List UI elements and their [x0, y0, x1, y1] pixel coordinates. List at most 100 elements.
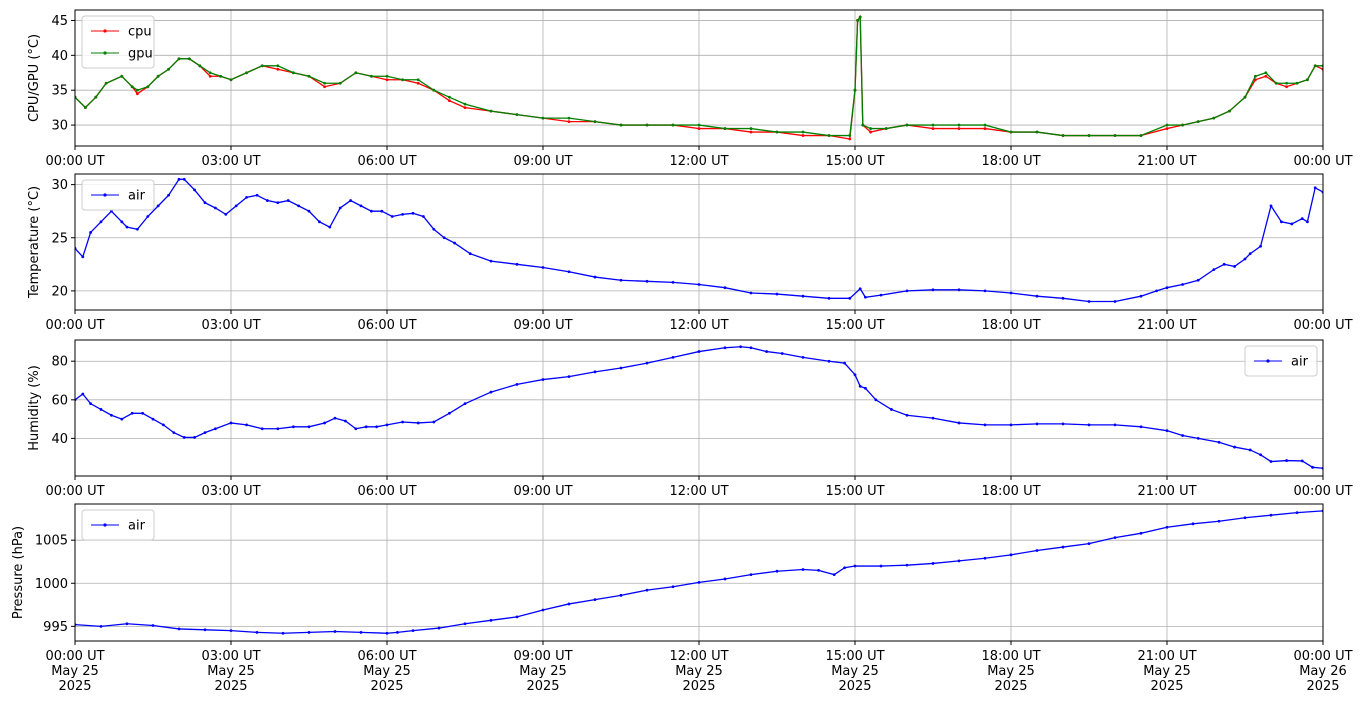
- data-point: [245, 71, 249, 75]
- data-point: [515, 262, 519, 266]
- data-point: [463, 402, 467, 406]
- data-point: [801, 355, 805, 359]
- data-point: [593, 370, 597, 374]
- data-point: [1243, 516, 1247, 520]
- data-point: [260, 427, 264, 431]
- data-point: [567, 120, 571, 123]
- data-point: [177, 177, 181, 181]
- data-point: [1009, 553, 1013, 557]
- data-point: [156, 204, 160, 208]
- data-point: [401, 420, 404, 424]
- data-point: [853, 88, 857, 92]
- data-point: [749, 127, 753, 130]
- data-point: [869, 130, 872, 134]
- data-point: [1061, 422, 1065, 426]
- data-point: [198, 64, 202, 68]
- y-tick-label: 30: [51, 119, 68, 134]
- data-point: [1295, 81, 1299, 85]
- data-point: [234, 204, 238, 208]
- data-point: [1061, 296, 1065, 300]
- data-point: [81, 255, 85, 259]
- data-point: [1061, 134, 1065, 137]
- data-point: [276, 427, 280, 431]
- data-point: [323, 85, 326, 89]
- data-point: [401, 212, 404, 216]
- data-point: [328, 225, 332, 229]
- data-point: [1113, 300, 1117, 303]
- data-point: [858, 384, 862, 388]
- data-point: [229, 421, 233, 425]
- x-tick-label: 15:00 UT: [825, 154, 884, 169]
- data-point: [723, 127, 727, 130]
- data-point: [723, 577, 727, 581]
- x-tick-label: 06:00 UT: [357, 484, 416, 499]
- data-point: [697, 581, 701, 584]
- data-point: [697, 283, 701, 286]
- data-point: [697, 127, 701, 130]
- data-point: [380, 209, 384, 213]
- x-tick-label: 09:00 UT: [513, 154, 572, 169]
- data-point: [861, 123, 865, 127]
- legend-label-air: air: [128, 519, 146, 534]
- x-tick-label: 03:00 UT: [201, 318, 260, 333]
- x-tick-label: 12:00 UT: [669, 318, 728, 333]
- data-point: [99, 408, 103, 411]
- x-tick-label: 18:00 UT May 25 2025: [981, 649, 1040, 694]
- data-point: [931, 123, 935, 127]
- data-point: [890, 408, 893, 411]
- data-point: [1009, 423, 1013, 427]
- data-point: [276, 201, 280, 205]
- data-point: [697, 123, 701, 127]
- data-point: [432, 88, 436, 92]
- data-point: [385, 74, 389, 78]
- data-point: [843, 566, 846, 570]
- data-point: [801, 130, 805, 134]
- data-point: [515, 382, 519, 386]
- x-tick-label: 00:00 UT: [1293, 484, 1352, 499]
- data-point: [905, 563, 909, 567]
- x-tick-label: 03:00 UT: [201, 484, 260, 499]
- data-point: [931, 288, 935, 292]
- data-point: [1139, 134, 1143, 137]
- y-tick-label: 40: [51, 432, 68, 447]
- data-point: [396, 630, 399, 634]
- data-point: [214, 206, 217, 210]
- x-tick-label: 09:00 UT: [513, 484, 572, 499]
- data-point: [292, 71, 295, 75]
- data-point: [827, 134, 831, 137]
- data-point: [567, 270, 571, 274]
- data-point: [307, 209, 311, 213]
- data-point: [1087, 134, 1091, 137]
- data-point: [723, 286, 727, 290]
- data-point: [957, 288, 961, 292]
- series-line-gpu: [75, 15, 1323, 137]
- x-tick-label: 21:00 UT: [1137, 484, 1196, 499]
- data-point: [229, 78, 233, 82]
- y-tick-label: 1000: [35, 577, 68, 592]
- data-point: [266, 199, 269, 202]
- data-point: [416, 421, 420, 425]
- data-point: [338, 206, 342, 210]
- data-point: [775, 569, 779, 573]
- chart-panel-1: 00:00 UT 03:00 UT 06:00 UT 09:00 UT 12:00 UT…: [27, 9, 1353, 169]
- data-point: [1191, 522, 1195, 526]
- data-point: [172, 431, 176, 434]
- legend-label-air: air: [128, 189, 146, 204]
- data-point: [817, 568, 820, 572]
- legend-label-cpu: cpu: [128, 25, 152, 40]
- data-point: [99, 220, 103, 224]
- data-point: [156, 74, 160, 78]
- x-tick-label: 00:00 UT: [1293, 318, 1352, 333]
- data-point: [442, 236, 446, 240]
- data-point: [879, 564, 883, 568]
- data-point: [151, 624, 155, 627]
- x-tick-label: 00:00 UT May 25 2025: [45, 649, 104, 694]
- data-point: [146, 215, 150, 218]
- legend-label-air: air: [1291, 355, 1309, 370]
- x-tick-label: 00:00 UT: [45, 484, 104, 499]
- data-point: [1269, 513, 1273, 517]
- data-point: [81, 392, 85, 396]
- data-point: [401, 78, 404, 82]
- data-point: [276, 67, 280, 71]
- data-point: [619, 593, 623, 597]
